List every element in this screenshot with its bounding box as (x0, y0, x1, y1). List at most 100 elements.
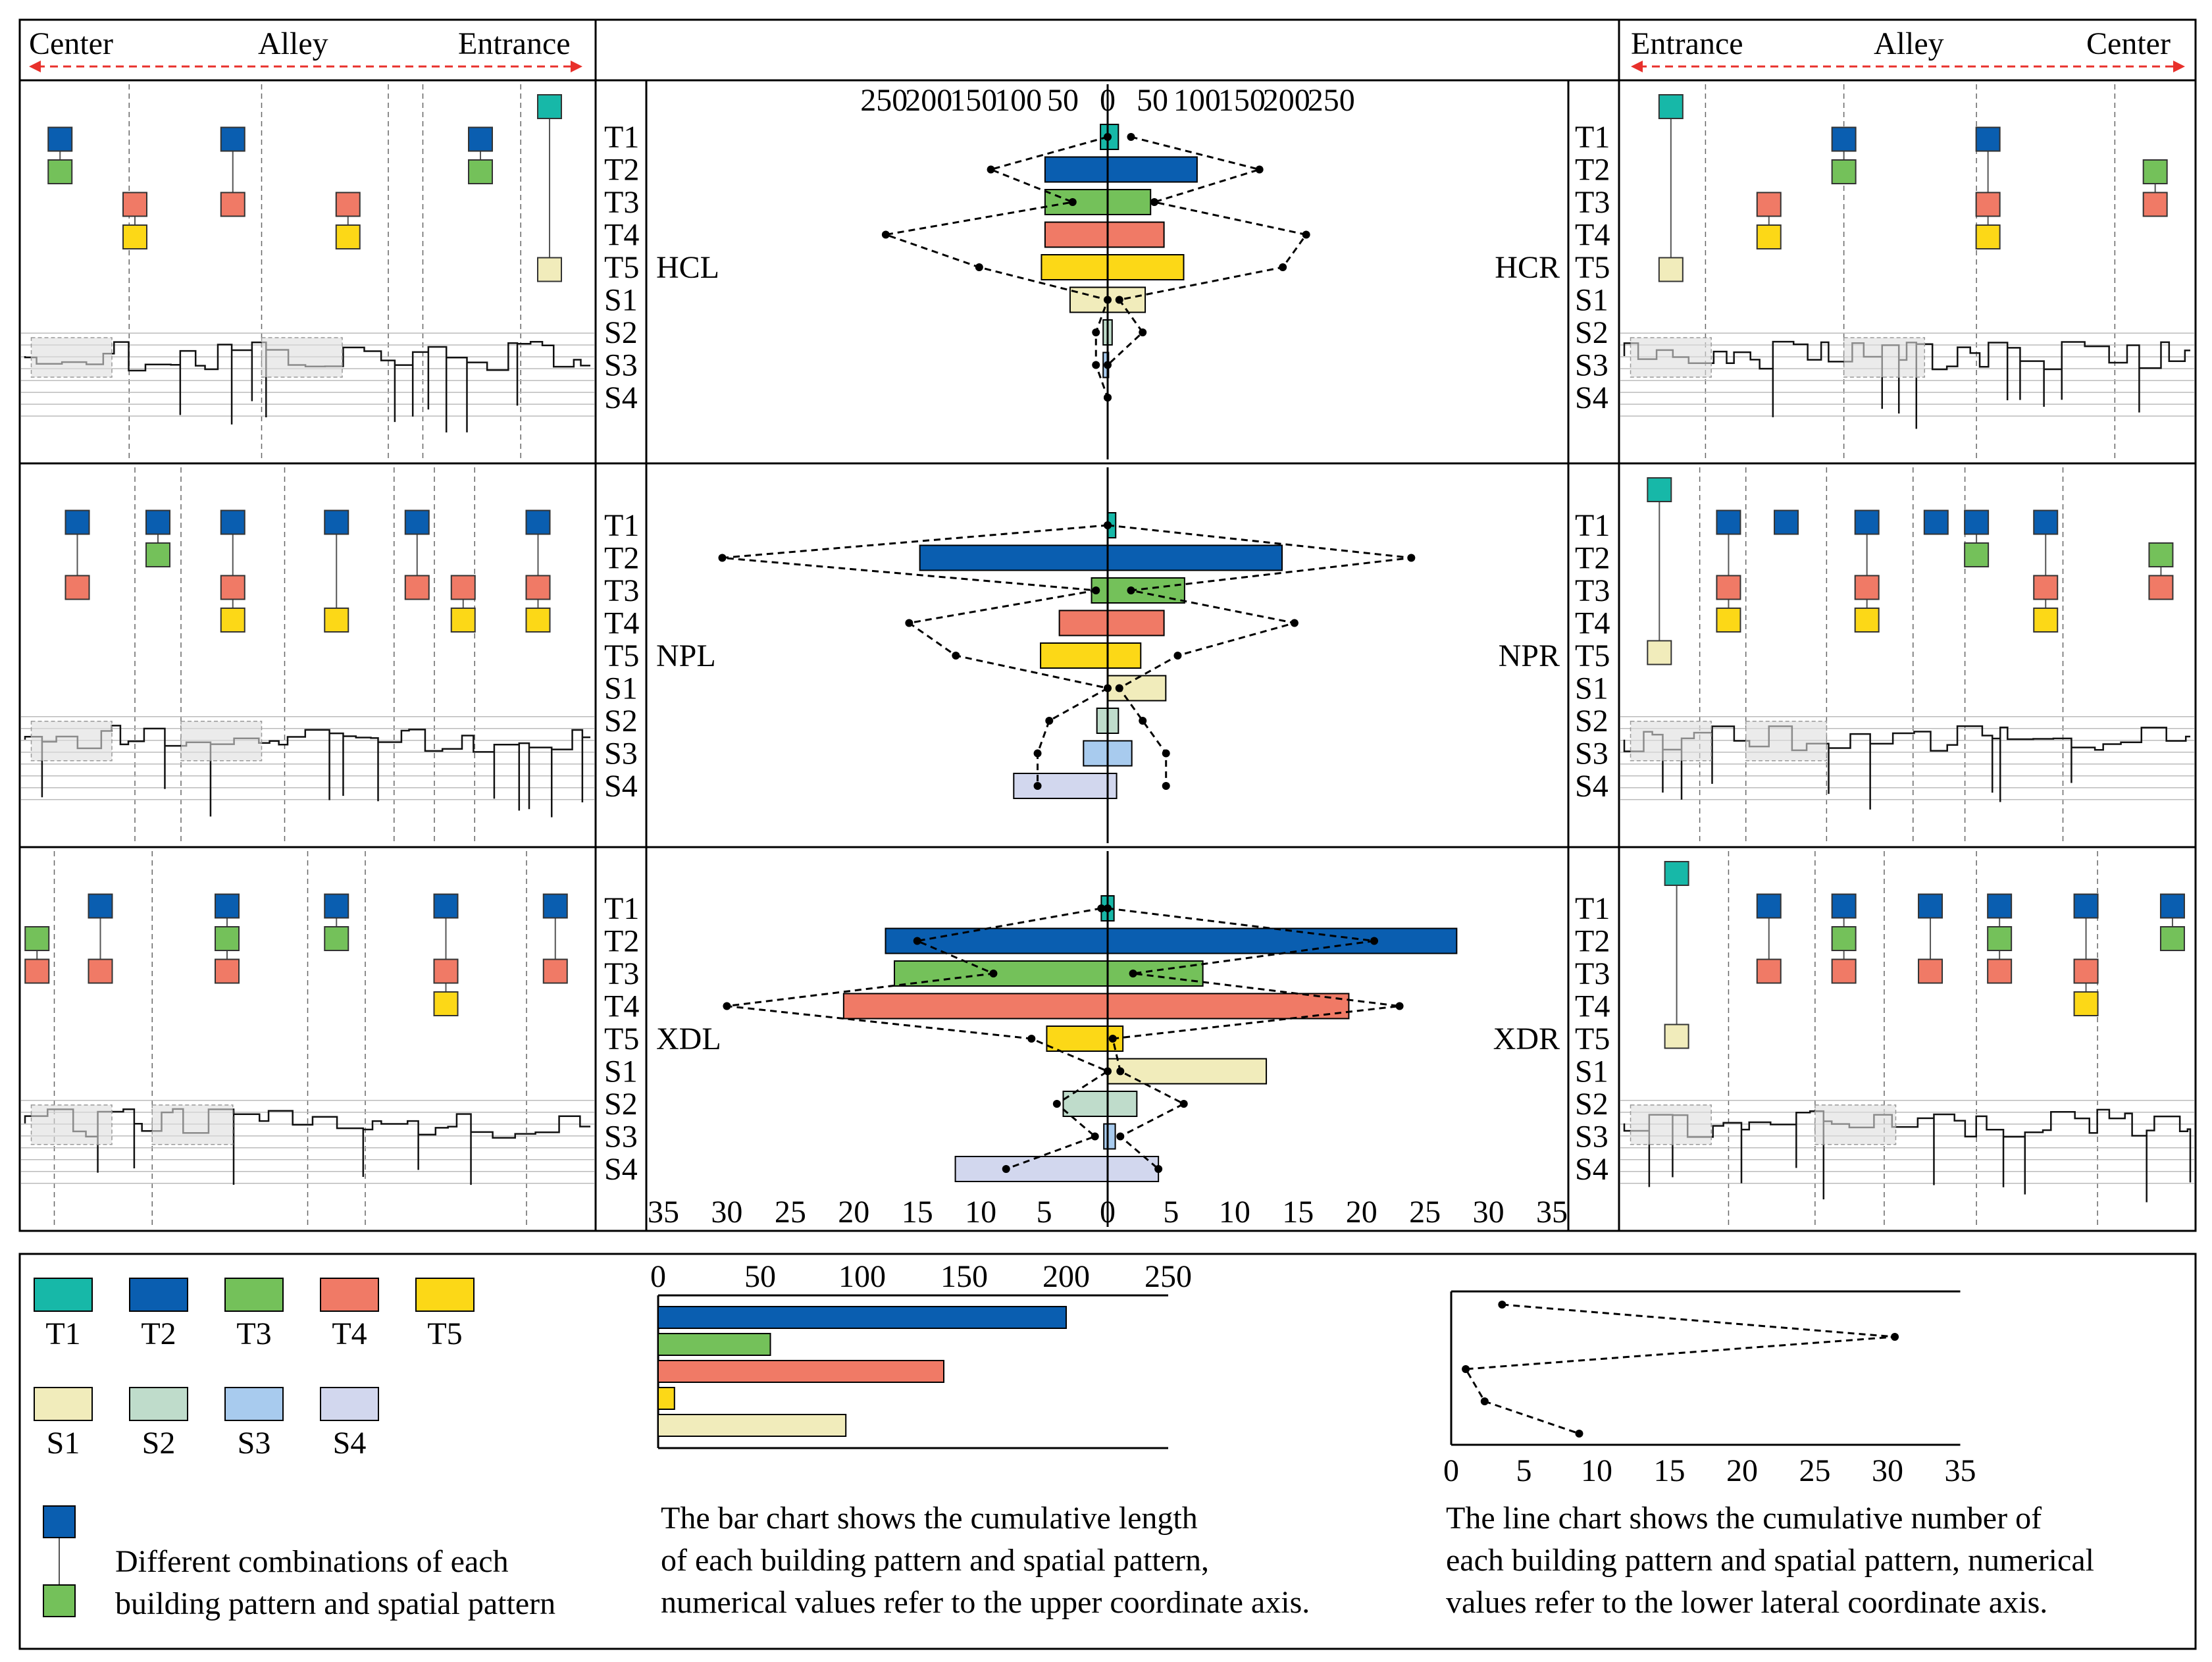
category-label: T5 (604, 1022, 639, 1056)
combo-square-t2 (64, 509, 90, 535)
header-left-center: Center (29, 26, 113, 61)
count-point (1033, 749, 1042, 758)
combo-square-t4 (450, 575, 476, 600)
count-point (1091, 1132, 1099, 1141)
legend-line-tick: 10 (1581, 1453, 1612, 1488)
combo-square-t2 (220, 126, 245, 152)
count-point (1097, 904, 1106, 912)
count-point (1116, 1067, 1125, 1076)
count-point (718, 554, 727, 562)
combo-square-t3 (2159, 926, 2185, 951)
bar-s1 (1107, 1058, 1268, 1085)
combo-square-t2 (1923, 509, 1949, 535)
combo-square-t4 (2033, 575, 2059, 600)
combo-square-t5 (2073, 991, 2099, 1016)
combo-square-t5 (1975, 224, 2001, 249)
count-point (1002, 1165, 1010, 1173)
count-point (1395, 1002, 1404, 1010)
category-label: T2 (604, 541, 639, 576)
top-axis-tick: 200 (1263, 83, 1310, 118)
bar-t4 (1044, 221, 1165, 248)
legend-label: T5 (427, 1316, 462, 1351)
bar-t4 (842, 993, 1350, 1020)
combo-square-t5 (122, 224, 147, 249)
legend-line-point (1891, 1333, 1899, 1341)
category-label: S3 (1575, 1120, 1608, 1155)
category-label: T1 (1575, 508, 1610, 543)
combo-square-t2 (2033, 509, 2059, 535)
legend-label: S3 (238, 1426, 271, 1461)
legend-bar (657, 1414, 847, 1437)
shaded-block (30, 1104, 113, 1145)
category-label: S4 (604, 1152, 638, 1187)
category-label: S1 (604, 283, 638, 318)
legend-bar-tick: 150 (940, 1259, 988, 1294)
category-label: T3 (604, 573, 639, 608)
header-right-alley: Alley (1874, 26, 1944, 61)
legend-line-point (1480, 1397, 1489, 1405)
legend-swatch-s1 (34, 1387, 93, 1421)
legend-label: T1 (45, 1316, 80, 1351)
category-label: T5 (604, 250, 639, 285)
legend-line-point (1498, 1301, 1506, 1309)
combo-square-t2 (145, 509, 170, 535)
combo-square-t2 (542, 893, 568, 919)
count-point (1407, 554, 1416, 562)
bar-t3 (1044, 189, 1152, 215)
category-label: S4 (604, 380, 638, 415)
combo-square-t4 (88, 958, 113, 984)
combo-square-t1 (1658, 94, 1684, 119)
shaded-block (1814, 1104, 1897, 1145)
legend-line-point (1575, 1430, 1583, 1438)
combo-square-s1 (537, 257, 562, 282)
count-point (1045, 717, 1054, 725)
top-axis-tick: 250 (1308, 83, 1355, 118)
count-point (1052, 1100, 1061, 1108)
count-point (1150, 198, 1158, 206)
header-right-entrance: Entrance (1631, 26, 1743, 61)
legend-frame (18, 1253, 2197, 1650)
combo-square-t2 (1774, 509, 1799, 535)
panel-label-right: XDR (1493, 1022, 1560, 1056)
count-point (1154, 1165, 1163, 1173)
combo-square-t4 (1756, 958, 1782, 984)
legend-line-tick: 0 (1443, 1453, 1459, 1488)
legend-swatch-t3 (224, 1278, 284, 1312)
combo-square-t3 (24, 926, 50, 951)
legend-label: S4 (333, 1426, 367, 1461)
category-label: T3 (604, 185, 639, 220)
combo-square-t3 (47, 159, 73, 184)
category-label: T1 (1575, 120, 1610, 155)
category-label: S2 (1575, 1087, 1608, 1122)
panel-label-left: NPL (656, 638, 716, 673)
combo-square-t4 (1831, 958, 1857, 984)
legend-line-tick: 25 (1799, 1453, 1831, 1488)
combo-square-t5 (525, 608, 551, 633)
category-label: S1 (1575, 283, 1608, 318)
legend-swatch-t4 (320, 1278, 379, 1312)
combo-square-t3 (1831, 159, 1857, 184)
header-left-alley: Alley (258, 26, 328, 61)
category-label: S1 (1575, 1054, 1608, 1089)
combo-square-t5 (220, 608, 245, 633)
legend-bar-tick: 250 (1145, 1259, 1192, 1294)
count-point (1115, 684, 1123, 692)
header-right-center: Center (2086, 26, 2171, 61)
legend-combo-text-2: building pattern and spatial pattern (115, 1586, 555, 1621)
category-label: T4 (1575, 989, 1610, 1024)
shaded-block (1745, 721, 1828, 762)
combo-square-t3 (1831, 926, 1857, 951)
category-label: T3 (1575, 185, 1610, 220)
shaded-block (1630, 1104, 1712, 1145)
count-point (975, 263, 983, 271)
legend-label: T4 (332, 1316, 367, 1351)
count-point (1302, 230, 1310, 239)
count-point (1370, 937, 1379, 945)
legend-bar-tick: 0 (650, 1259, 666, 1294)
category-label: T5 (1575, 250, 1610, 285)
count-point (1068, 198, 1077, 206)
count-point (1290, 619, 1299, 627)
top-axis-tick: 100 (1173, 83, 1221, 118)
step-profile (1623, 1108, 2192, 1203)
legend-label: T3 (236, 1316, 271, 1351)
